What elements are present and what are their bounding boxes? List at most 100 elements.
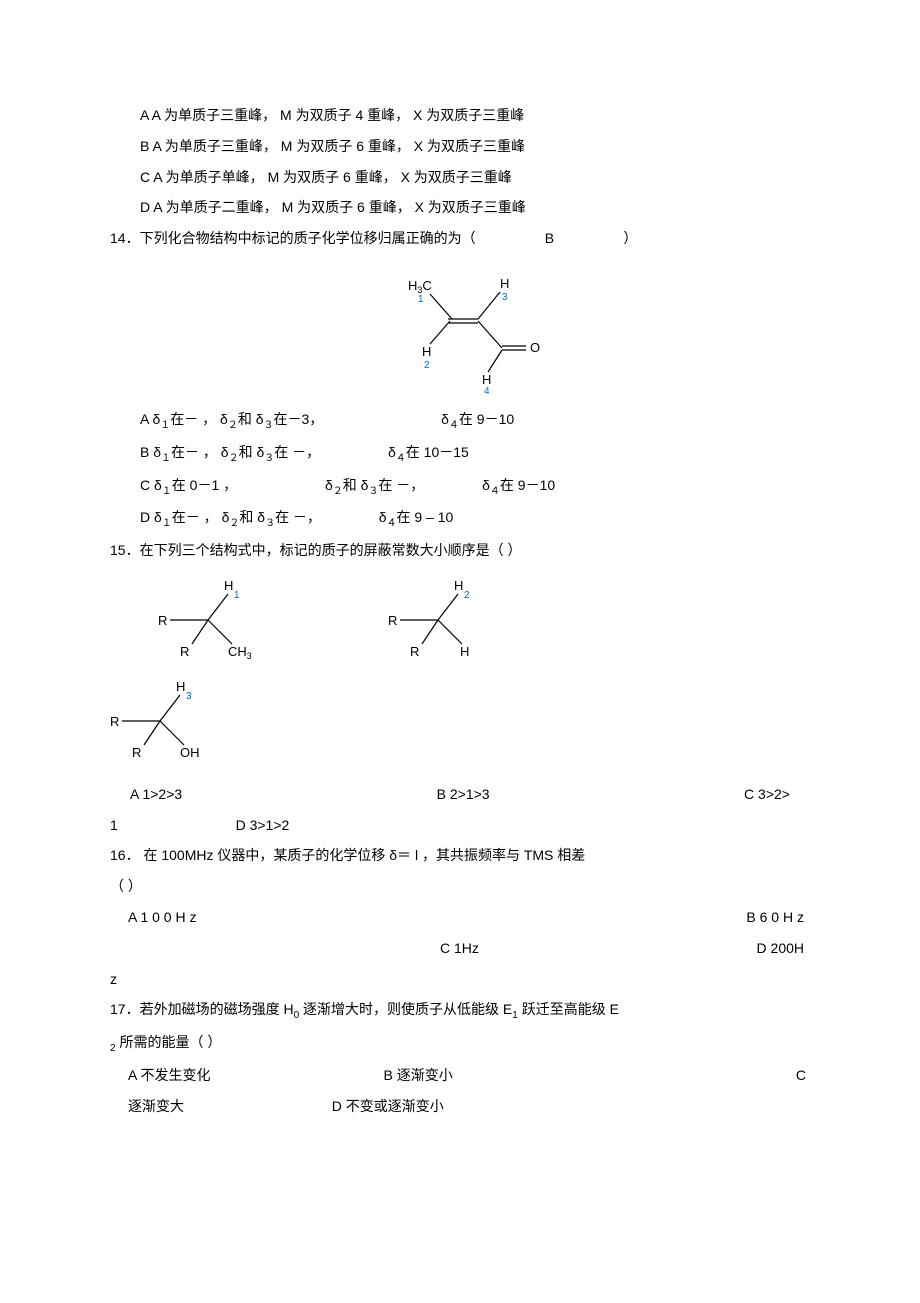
svg-text:OH: OH	[180, 745, 200, 760]
sub: １	[161, 453, 171, 464]
sub: １	[162, 518, 172, 529]
text: A δ	[140, 411, 160, 427]
q17-stem-line2: 2 所需的能量（ ）	[110, 1027, 810, 1060]
text: δ	[325, 477, 333, 493]
q16-option-b: B 6 0 H z	[746, 902, 804, 933]
svg-text:3: 3	[186, 691, 192, 702]
text: 在 0－1 ，	[172, 477, 237, 493]
svg-text:1: 1	[234, 590, 240, 601]
q16-stem: 16． 在 100MHz 仪器中，某质子的化学位移 δ＝ l ，其共振频率与 T…	[110, 840, 810, 871]
sub: ２	[333, 485, 343, 496]
q16-wrap: z	[110, 964, 810, 995]
q13-option-d: D A 为单质子二重峰， M 为双质子 6 重峰， X 为双质子三重峰	[110, 192, 810, 223]
q14-answer: B	[479, 223, 619, 254]
text: 跃迁至高能级 E	[518, 1001, 619, 1017]
text: δ	[379, 509, 387, 525]
svg-text:CH3: CH3	[228, 644, 252, 661]
q16-option-a: A 1 0 0 H z	[128, 902, 196, 933]
sub: ３	[264, 420, 274, 431]
text: 所需的能量（ ）	[116, 1034, 222, 1050]
svg-text:R: R	[180, 644, 189, 659]
svg-text:R: R	[410, 644, 419, 659]
text: 在 9－10	[459, 411, 514, 427]
q13-option-c: C A 为单质子单峰， M 为双质子 6 重峰， X 为双质子三重峰	[110, 162, 810, 193]
text: D δ	[140, 509, 162, 525]
q14-fig-label3: 3	[502, 292, 508, 303]
svg-text:H: H	[176, 679, 185, 694]
text: 在－ ， δ	[170, 411, 228, 427]
sub: １	[162, 485, 172, 496]
svg-text:R: R	[388, 613, 397, 628]
q15-options-row1: A 1>2>3 B 2>1>3 C 3>2>	[110, 779, 810, 810]
q16-option-c: C 1Hz	[440, 933, 479, 964]
q15-stem: 15．在下列三个结构式中，标记的质子的屏蔽常数大小顺序是（ ）	[110, 535, 810, 566]
q14-stem-post: ）	[623, 230, 637, 246]
q15-option-d: D 3>1>2	[236, 817, 290, 833]
q17-row1: A 不发生变化 B 逐渐变小 C	[110, 1060, 810, 1091]
text: 和 δ	[238, 411, 264, 427]
svg-text:H: H	[454, 578, 463, 593]
q17-option-d: D 不变或逐渐变小	[332, 1098, 444, 1114]
q14-fig-h3c: H3C	[408, 278, 432, 295]
q15-fig-2: R H 2 R H	[380, 572, 520, 667]
svg-text:R: R	[132, 745, 141, 760]
q17-stem: 17．若外加磁场的磁场强度 H0 逐渐增大时，则使质子从低能级 E1 跃迁至高能…	[110, 994, 810, 1027]
q16-row1: A 1 0 0 H z B 6 0 H z	[110, 902, 810, 933]
sub: ３	[368, 485, 378, 496]
text: B δ	[140, 444, 161, 460]
text: 在 －，	[275, 509, 321, 525]
sub: ２	[228, 420, 238, 431]
q14-fig-h4: H	[482, 372, 491, 387]
text: 在 －，	[378, 477, 424, 493]
q15-options-row2: 1 D 3>1>2	[110, 810, 810, 841]
text: 和 δ	[239, 444, 265, 460]
text: 在 9 – 10	[397, 509, 454, 525]
q14-fig-h3: H	[500, 276, 509, 291]
q14-option-d: D δ１在－ ， δ２和 δ３在 －， δ４在 9 – 10	[110, 502, 810, 535]
sub: ２	[229, 453, 239, 464]
text: 在－ ， δ	[171, 444, 229, 460]
q15-option-b: B 2>1>3	[437, 779, 490, 810]
q17-option-b: B 逐渐变小	[384, 1060, 453, 1091]
q14-fig-label2: 2	[424, 360, 430, 371]
svg-text:2: 2	[464, 590, 470, 601]
text: 和 δ	[343, 477, 369, 493]
q16-row2: C 1Hz D 200H	[110, 933, 810, 964]
text: 在－3，	[274, 411, 324, 427]
q14-option-c: C δ１在 0－1 ， δ２和 δ３在 －， δ４在 9－10	[110, 470, 810, 503]
q14-stem: 14．下列化合物结构中标记的质子化学位移归属正确的为（ B ）	[110, 223, 810, 254]
q14-option-b: B δ１在－ ， δ２和 δ３在 －， δ４在 10－15	[110, 437, 810, 470]
q14-option-a: A δ１在－ ， δ２和 δ３在－3， δ４在 9－10	[110, 404, 810, 437]
text: 在－ ， δ	[172, 509, 230, 525]
q15-option-a: A 1>2>3	[130, 779, 182, 810]
svg-text:H: H	[460, 644, 469, 659]
sub: ２	[229, 518, 239, 529]
q14-fig-label1: 1	[418, 294, 424, 305]
sub: ４	[490, 485, 500, 496]
svg-text:H: H	[224, 578, 233, 593]
q16-option-d: D 200H	[757, 933, 804, 964]
text: δ	[441, 411, 449, 427]
svg-text:R: R	[158, 613, 167, 628]
sub: ４	[396, 453, 406, 464]
q13-option-a: A A 为单质子三重峰， M 为双质子 4 重峰， X 为双质子三重峰	[110, 100, 810, 131]
text: C δ	[140, 477, 162, 493]
text: 在 －，	[274, 444, 320, 460]
q17-option-c2: 逐渐变大	[128, 1098, 184, 1114]
text: δ	[388, 444, 396, 460]
q14-figure: H3C 1 H 3 H 2 O H 4	[370, 264, 550, 394]
sub: ３	[264, 453, 274, 464]
q17-option-a: A 不发生变化	[128, 1060, 210, 1091]
q15-wrap1: 1	[110, 817, 118, 833]
q15-fig-3: R H 3 R OH	[110, 673, 260, 768]
sub: ４	[387, 518, 397, 529]
text: 在 9－10	[500, 477, 555, 493]
q13-option-b: B A 为单质子三重峰， M 为双质子 6 重峰， X 为双质子三重峰	[110, 131, 810, 162]
text: 在 10－15	[406, 444, 469, 460]
text: 17．若外加磁场的磁场强度 H	[110, 1001, 294, 1017]
q16-stem2: （ ）	[110, 871, 810, 902]
sub: ４	[449, 420, 459, 431]
q17-row2: 逐渐变大 D 不变或逐渐变小	[110, 1091, 810, 1122]
sub: ３	[265, 518, 275, 529]
q14-stem-pre: 14．下列化合物结构中标记的质子化学位移归属正确的为（	[110, 230, 476, 246]
